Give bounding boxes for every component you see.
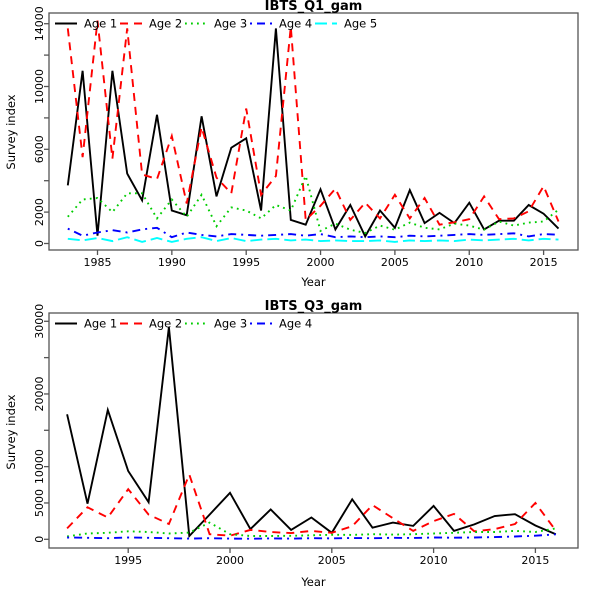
series-line-age-3 [66, 521, 556, 538]
legend-label: Age 2 [149, 17, 182, 31]
y-axis-label-q1: Survey index [4, 94, 18, 170]
legend-label: Age 2 [149, 317, 182, 331]
legend-item-age-2: Age 2 [120, 317, 182, 331]
x-tick-label: 2015 [530, 256, 558, 269]
chart-title-q1: IBTS_Q1_gam [264, 0, 363, 14]
x-tick-label: 1985 [84, 256, 112, 269]
series-line-age-1 [66, 326, 557, 539]
series-line-age-2 [66, 20, 560, 226]
legend-label: Age 3 [214, 17, 247, 31]
y-tick-label: 2000 [33, 198, 46, 226]
x-tick-label: 1995 [114, 554, 142, 567]
x-tick-label: 2000 [307, 256, 335, 269]
x-tick-label: 2005 [318, 554, 346, 567]
x-tick-label: 2000 [216, 554, 244, 567]
x-tick-label: 1995 [232, 256, 260, 269]
x-axis-label-q3: Year [301, 575, 326, 589]
y-tick-label: 0 [33, 240, 46, 247]
legend-item-age-3: Age 3 [185, 17, 247, 31]
y-tick-label: 0 [33, 536, 46, 543]
x-tick-label: 2015 [521, 554, 549, 567]
series-line-age-4 [67, 533, 556, 540]
x-tick-label: 2010 [455, 256, 483, 269]
y-tick-label: 14000 [33, 6, 46, 41]
x-tick-label: 1990 [158, 256, 186, 269]
legend-item-age-3: Age 3 [185, 317, 247, 331]
legend-item-age-2: Age 2 [120, 17, 182, 31]
x-tick-label: 2010 [420, 554, 448, 567]
y-axis-label-q3: Survey index [4, 394, 18, 470]
series-line-age-1 [66, 28, 560, 239]
chart-title-q3: IBTS_Q3_gam [264, 299, 363, 314]
legend-item-age-5: Age 5 [315, 17, 377, 31]
chart-ibts-q1: 1985 1990 1995 2000 2005 2010 2015 0 2000 6000 100… [4, 0, 579, 289]
legend-item-age-4: Age 4 [250, 17, 312, 31]
x-axis-label-q1: Year [301, 275, 326, 289]
legend-label: Age 1 [84, 317, 117, 331]
y-tick-label: 10000 [33, 449, 46, 484]
y-tick-label: 10000 [33, 69, 46, 104]
y-tick-label: 20000 [33, 376, 46, 411]
x-tick-label: 2005 [381, 256, 409, 269]
series-line-age-5 [67, 236, 559, 243]
y-tick-label: 6000 [33, 135, 46, 163]
chart-ibts-q3: 1995 2000 2005 2010 2015 0 5000 10000 20000 30000… [0, 299, 600, 600]
y-tick-label: 5000 [33, 489, 46, 517]
legend-label: Age 1 [84, 17, 117, 31]
legend-label: Age 4 [279, 17, 312, 31]
legend-label: Age 5 [344, 17, 377, 31]
legend-label: Age 3 [214, 317, 247, 331]
series-line-age-4 [67, 226, 559, 239]
legend-item-age-4: Age 4 [250, 317, 312, 331]
plot-area-q3: 1995 2000 2005 2010 2015 0 5000 10000 20000 30000… [33, 304, 579, 567]
legend-item-age-1: Age 1 [55, 317, 117, 331]
legend-item-age-1: Age 1 [55, 17, 117, 31]
plot-box [48, 12, 579, 251]
y-tick-label: 30000 [33, 304, 46, 339]
series-line-age-2 [66, 471, 557, 537]
legend-label: Age 4 [279, 317, 312, 331]
plot-box [48, 312, 579, 549]
plot-area-q1: 1985 1990 1995 2000 2005 2010 2015 0 2000 6000 100… [33, 6, 579, 269]
